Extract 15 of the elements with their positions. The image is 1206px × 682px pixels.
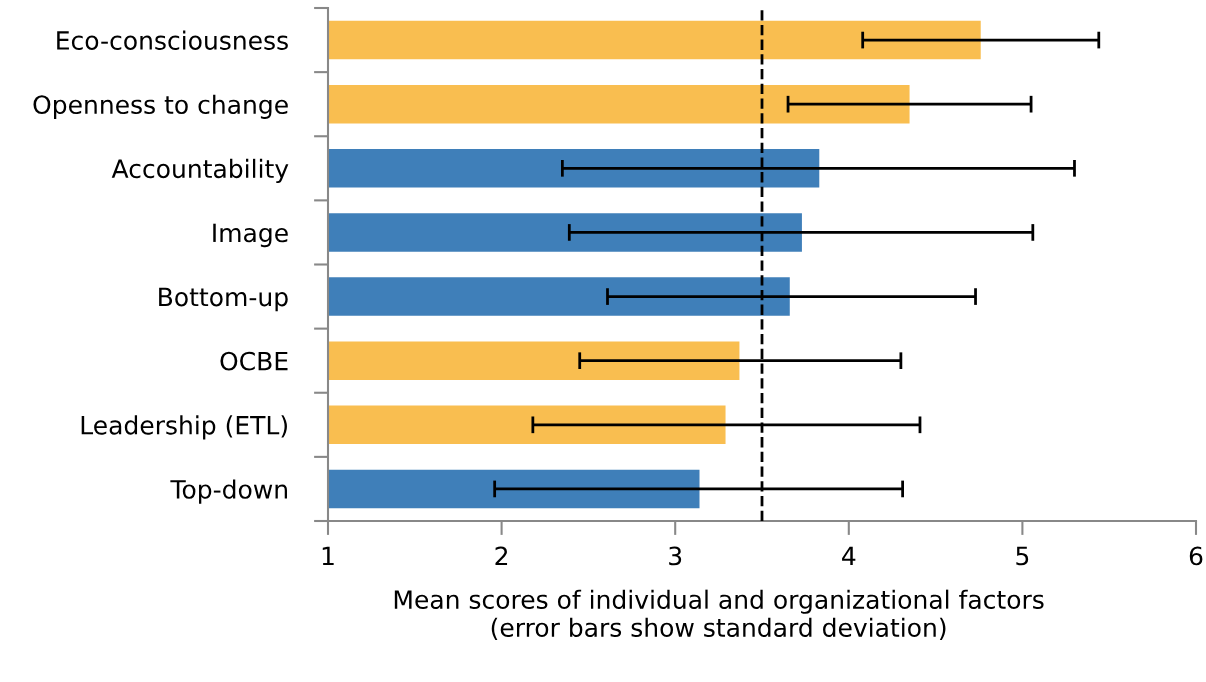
x-tick-label: 1 xyxy=(322,546,334,565)
x-tick-label: 5 xyxy=(1016,546,1029,566)
y-tick-label: Bottom-up xyxy=(159,287,288,312)
x-axis-title: Mean scores of individual and organizational factors (error bars show standard deviation) xyxy=(394,589,1044,640)
x-tick-label: 2 xyxy=(495,546,508,565)
y-tick-label: Image xyxy=(213,223,288,248)
x-tick-label: 3 xyxy=(669,546,682,566)
y-tick-label: OCBE xyxy=(220,351,288,371)
y-tick-label: Openness to change xyxy=(33,94,288,119)
y-tick-label: Eco-consciousness xyxy=(57,30,288,50)
x-tick-label: 4 xyxy=(842,546,856,565)
x-tick-label: 6 xyxy=(1189,546,1203,566)
y-tick-label: Leadership (ETL) xyxy=(81,415,287,440)
y-tick-label: Top-down xyxy=(170,479,287,504)
y-tick-label: Accountability xyxy=(111,158,289,184)
